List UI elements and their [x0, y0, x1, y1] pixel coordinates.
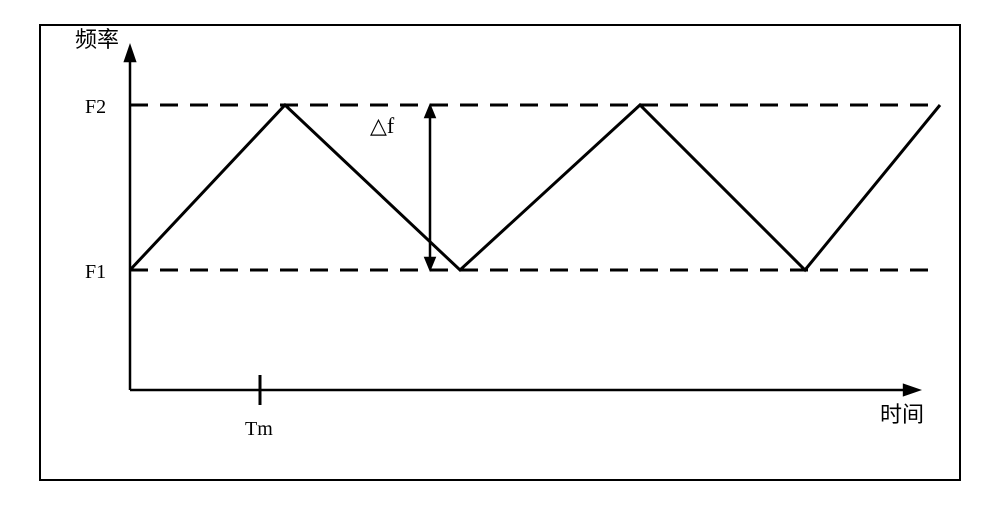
delta-f-label: △f [370, 113, 395, 138]
f1-label: F1 [85, 261, 106, 283]
f2-label: F2 [85, 96, 106, 118]
outer-frame [40, 25, 960, 480]
y-axis-arrow [123, 43, 136, 62]
tm-label: Tm [245, 418, 273, 440]
triangle-wave [130, 105, 940, 270]
y-axis-label: 频率 [75, 27, 119, 52]
x-axis-arrow [903, 383, 922, 396]
x-axis-label: 时间 [880, 402, 924, 427]
